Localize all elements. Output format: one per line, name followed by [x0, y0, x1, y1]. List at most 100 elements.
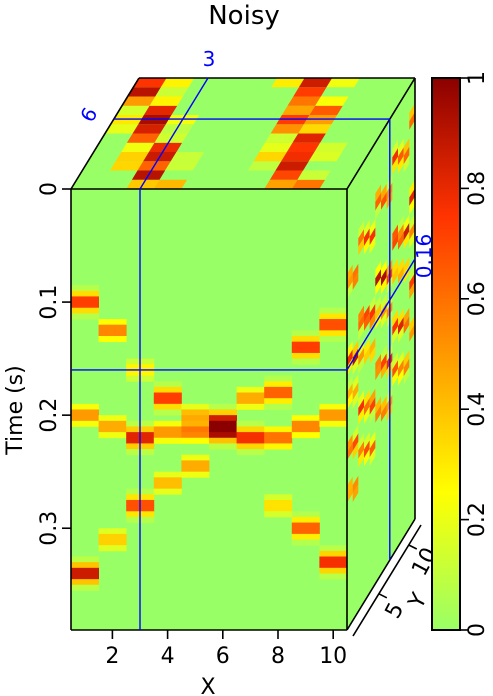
side-cell: [375, 269, 381, 287]
front-cell: [71, 307, 99, 314]
front-cell: [291, 533, 320, 540]
side-cell: [381, 395, 387, 414]
side-cell: [369, 303, 376, 322]
side-cell: [364, 338, 370, 357]
top-cell: [170, 152, 205, 162]
side-cell: [375, 260, 381, 279]
top-cell: [326, 78, 360, 88]
side-cell: [358, 229, 364, 247]
side-cell: [403, 155, 410, 173]
front-cell: [98, 545, 127, 552]
side-cell: [364, 397, 370, 416]
side-cell: [358, 407, 364, 425]
top-cell: [291, 179, 326, 189]
side-cell: [381, 268, 387, 287]
front-cell: [209, 409, 237, 416]
side-cell: [358, 322, 364, 341]
top-cell: [264, 179, 298, 189]
front-cell: [291, 522, 320, 529]
side-cell: [358, 220, 364, 239]
front-cell: [153, 471, 182, 478]
side-cell: [398, 257, 404, 276]
front-cell: [236, 449, 265, 456]
side-cell: [409, 264, 415, 283]
side-cell: [369, 337, 376, 356]
top-cell: [133, 78, 167, 88]
top-cell: [253, 152, 287, 162]
side-cell: [352, 382, 359, 401]
side-cell: [398, 223, 404, 242]
side-cell: [392, 233, 398, 251]
front-cell: [264, 381, 293, 388]
front-cell: [153, 381, 182, 388]
front-cell: [319, 307, 348, 314]
front-cell: [181, 454, 210, 461]
front-cell: [71, 285, 99, 292]
side-cell: [364, 219, 370, 238]
side-cell: [381, 293, 387, 312]
side-cell: [398, 147, 404, 166]
front-cell: [71, 584, 99, 591]
z-tick-mark: [378, 593, 388, 599]
front-cell: [153, 488, 182, 495]
front-cell: [181, 432, 210, 439]
front-cell: [71, 579, 99, 586]
front-cell: [71, 313, 99, 320]
top-cell: [165, 161, 199, 171]
top-cell: [269, 170, 304, 180]
front-cell: [98, 324, 127, 331]
top-cell: [153, 179, 188, 189]
front-cell: [264, 375, 293, 382]
top-cell: [286, 142, 321, 152]
front-cell: [291, 511, 320, 518]
front-cell: [291, 358, 320, 365]
colorbar-tick-label: 0.4: [465, 392, 490, 427]
top-cell: [122, 96, 156, 106]
side-cell: [352, 340, 359, 358]
top-cell: [275, 161, 309, 171]
top-cell: [116, 105, 150, 115]
front-cell: [319, 562, 348, 569]
side-cell: [398, 155, 404, 174]
front-cell: [209, 432, 237, 439]
front-cell: [291, 341, 320, 348]
front-cell: [209, 415, 237, 422]
front-cell: [153, 386, 182, 393]
side-cell: [398, 308, 404, 327]
front-cell: [181, 466, 210, 473]
side-cell: [403, 358, 410, 377]
front-cell: [71, 567, 99, 574]
front-cell: [153, 477, 182, 484]
top-cell: [259, 142, 293, 152]
side-cell: [358, 398, 364, 417]
side-cell: [392, 309, 398, 327]
side-cell: [352, 263, 359, 282]
front-cell: [291, 347, 320, 354]
side-cell: [369, 227, 376, 246]
colorbar-tick-label: 0: [465, 623, 490, 637]
side-cell: [369, 388, 376, 407]
side-cell: [358, 390, 364, 408]
front-cell: [209, 437, 237, 444]
colorbar-gradient: [431, 77, 461, 631]
side-cell: [369, 346, 376, 364]
side-cell: [375, 354, 381, 372]
side-cell: [358, 313, 364, 332]
side-cell: [392, 156, 398, 175]
front-cell: [153, 483, 182, 490]
side-cell: [381, 353, 387, 371]
top-cell: [308, 152, 343, 162]
side-cell: [358, 449, 364, 468]
side-cell: [392, 326, 398, 344]
side-cell: [403, 231, 410, 250]
colorbar-tick-label: 0.6: [465, 281, 490, 316]
side-cell: [398, 367, 404, 386]
side-cell: [398, 232, 404, 250]
front-cell: [71, 409, 99, 416]
front-cell: [71, 296, 99, 303]
side-cell: [375, 362, 381, 381]
front-cell: [319, 336, 348, 343]
top-cell: [105, 124, 139, 134]
side-cell: [352, 272, 359, 290]
front-cell: [291, 426, 320, 433]
